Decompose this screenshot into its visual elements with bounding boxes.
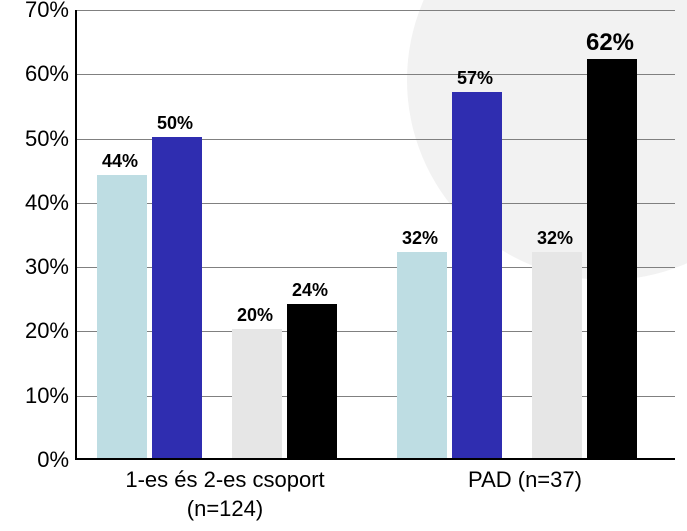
y-tick-label: 30% xyxy=(9,254,69,280)
plot-area xyxy=(75,10,675,460)
y-tick-label: 0% xyxy=(9,447,69,473)
gridline xyxy=(77,10,675,11)
bar-value-label: 32% xyxy=(390,228,450,249)
bar-value-label: 50% xyxy=(145,113,205,134)
y-tick-label: 40% xyxy=(9,190,69,216)
bar xyxy=(587,59,637,458)
bar xyxy=(287,304,337,458)
bar xyxy=(97,175,147,458)
y-tick-label: 70% xyxy=(9,0,69,23)
bar xyxy=(532,252,582,458)
bar-value-label: 24% xyxy=(280,280,340,301)
bar-value-label: 32% xyxy=(525,228,585,249)
x-category-label: 1-es és 2-es csoport(n=124) xyxy=(95,466,355,523)
y-tick-label: 50% xyxy=(9,126,69,152)
bar xyxy=(232,329,282,458)
bar xyxy=(452,92,502,458)
x-category-label: PAD (n=37) xyxy=(395,466,655,495)
bar xyxy=(152,137,202,458)
bar-value-label: 62% xyxy=(580,29,640,57)
bar xyxy=(397,252,447,458)
bar-chart: 0% 10% 20% 30% 40% 50% 60% 70% 44% 50% 20% 24% 32% 57… xyxy=(0,0,687,531)
y-tick-label: 10% xyxy=(9,383,69,409)
gridline xyxy=(77,74,675,75)
y-tick-label: 60% xyxy=(9,61,69,87)
bar-value-label: 57% xyxy=(445,68,505,89)
y-tick-label: 20% xyxy=(9,318,69,344)
bar-value-label: 44% xyxy=(90,151,150,172)
bar-value-label: 20% xyxy=(225,305,285,326)
